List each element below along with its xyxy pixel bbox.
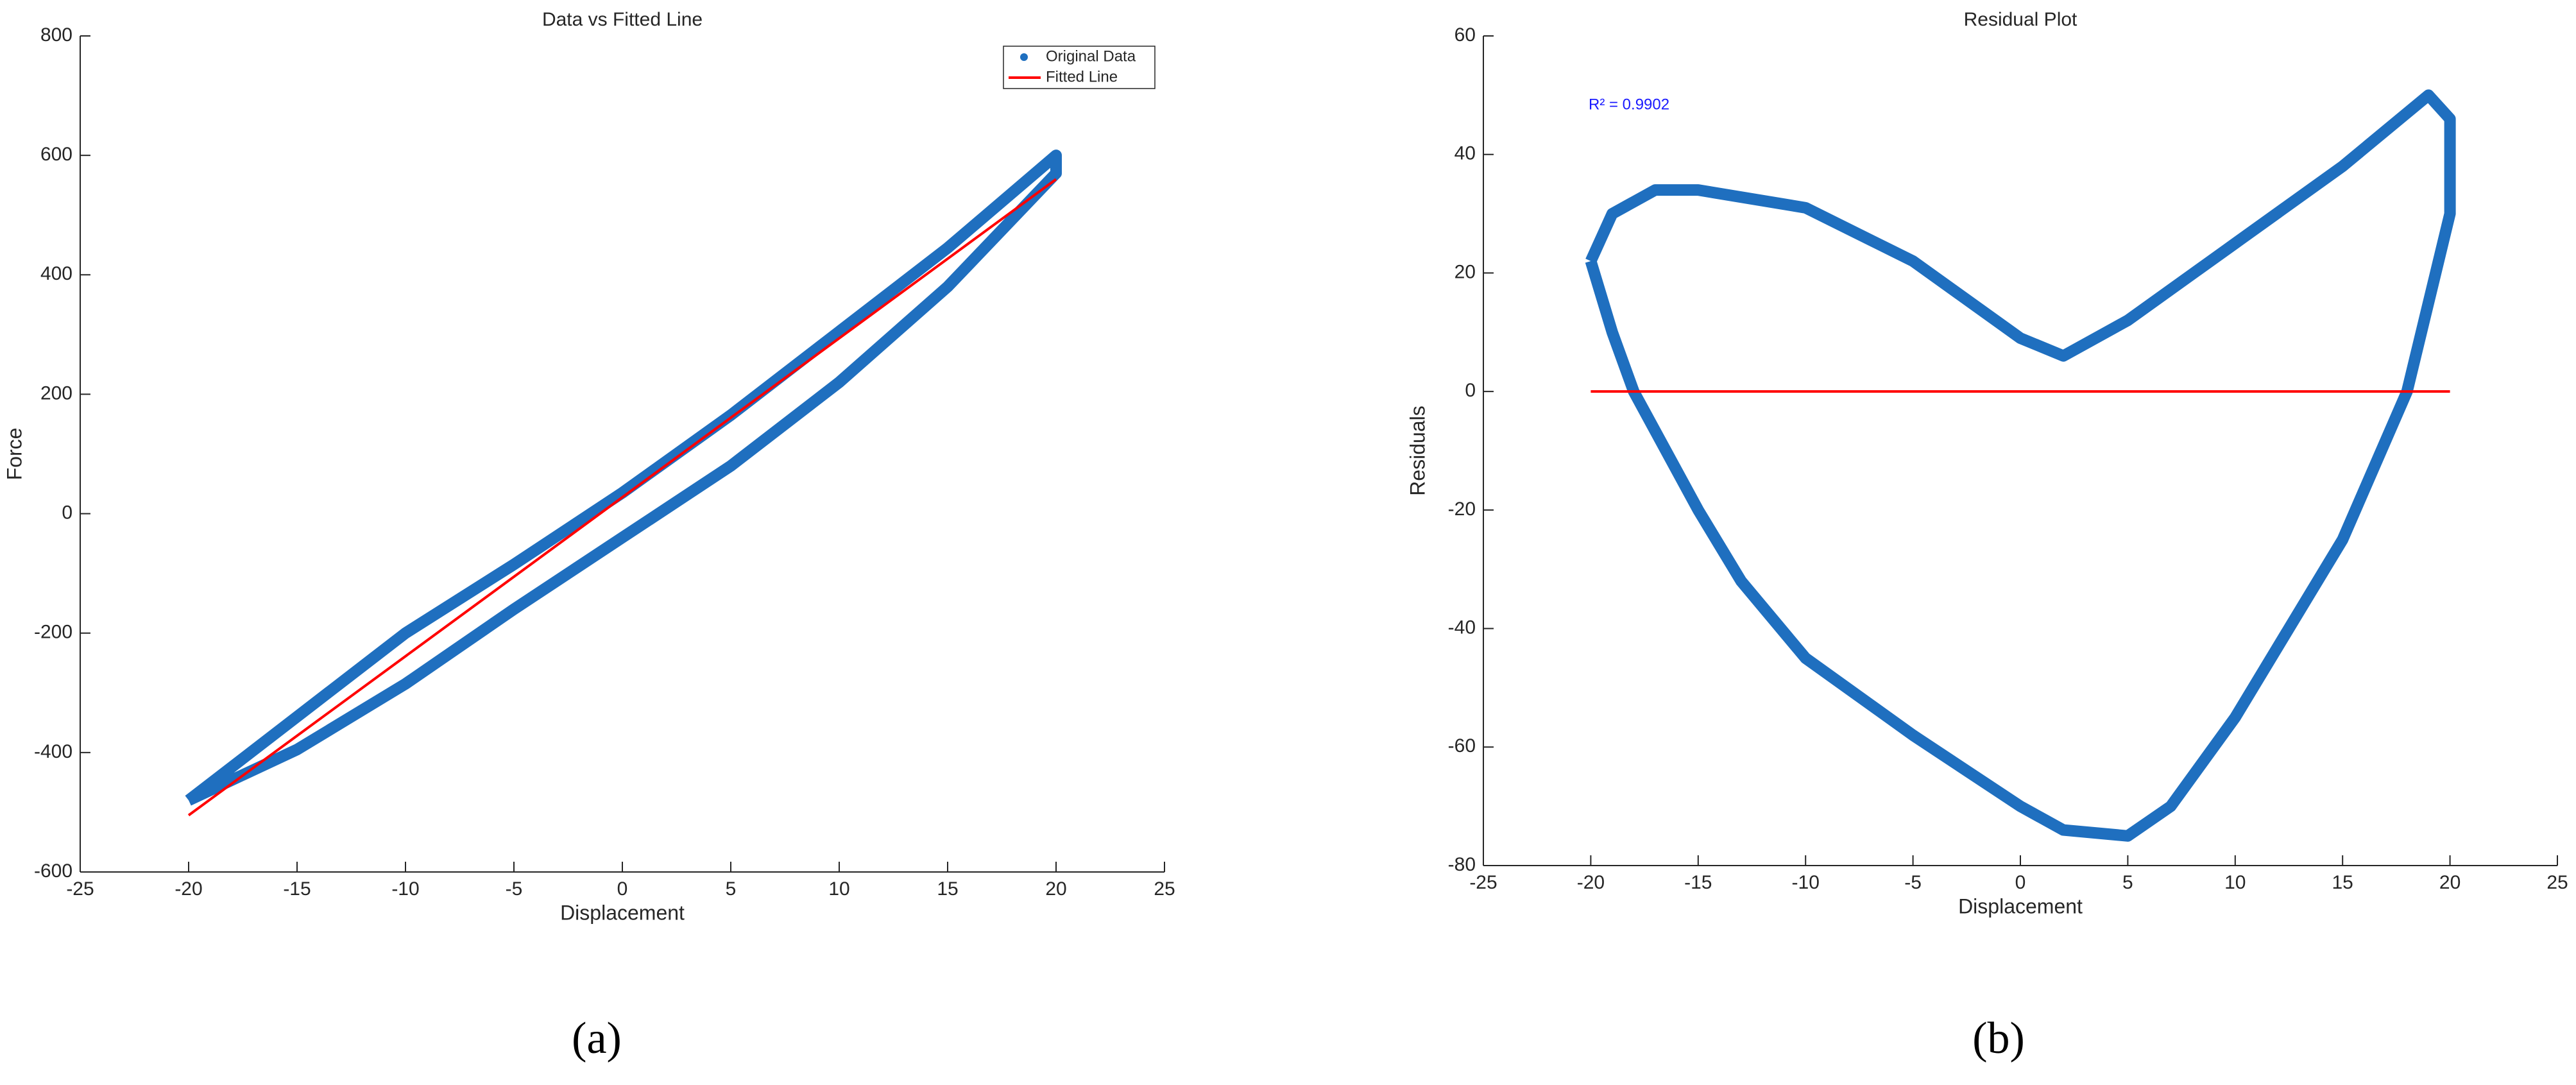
x-tick-label: 20 bbox=[1045, 878, 1066, 900]
y-tick-label: 0 bbox=[62, 502, 73, 523]
x-tick-label: 25 bbox=[1154, 878, 1175, 900]
y-tick-label: 600 bbox=[40, 144, 73, 165]
x-tick-label: 10 bbox=[2224, 872, 2246, 893]
y-axis-label: Force bbox=[3, 428, 26, 481]
annotation: R² = 0.9902 bbox=[1589, 96, 1669, 113]
y-tick-label: 60 bbox=[1454, 24, 1476, 46]
x-tick-label: -10 bbox=[391, 878, 419, 900]
x-tick-label: -15 bbox=[1684, 872, 1712, 893]
x-tick-label: -10 bbox=[1792, 872, 1820, 893]
x-tick-label: -15 bbox=[283, 878, 311, 900]
x-tick-label: 0 bbox=[617, 878, 628, 900]
x-tick-label: -20 bbox=[175, 878, 202, 900]
x-tick-label: 15 bbox=[937, 878, 958, 900]
x-tick-label: 5 bbox=[726, 878, 737, 900]
x-tick-label: -5 bbox=[506, 878, 523, 900]
legend-label: Fitted Line bbox=[1046, 68, 1118, 85]
x-axis-label: Displacement bbox=[560, 901, 685, 924]
x-tick-label: 5 bbox=[2122, 872, 2133, 893]
x-tick-label: 15 bbox=[2332, 872, 2353, 893]
caption: (a) bbox=[572, 1014, 622, 1063]
x-tick-label: 10 bbox=[828, 878, 849, 900]
x-tick-label: -20 bbox=[1577, 872, 1605, 893]
x-tick-label: -25 bbox=[1469, 872, 1497, 893]
y-tick-label: -600 bbox=[34, 860, 73, 882]
y-tick-label: -200 bbox=[34, 622, 73, 643]
y-tick-label: -20 bbox=[1448, 499, 1476, 520]
chart-title: Data vs Fitted Line bbox=[542, 9, 703, 30]
data-loop bbox=[185, 150, 1062, 806]
y-tick-label: -40 bbox=[1448, 617, 1476, 638]
x-tick-label: 20 bbox=[2439, 872, 2461, 893]
y-tick-label: -80 bbox=[1448, 854, 1476, 875]
legend-marker bbox=[1020, 53, 1028, 61]
x-axis-label: Displacement bbox=[1958, 894, 2083, 918]
y-tick-label: 0 bbox=[1465, 380, 1476, 401]
x-tick-label: 25 bbox=[2546, 872, 2568, 893]
data-loop bbox=[1585, 89, 2456, 842]
y-tick-label: 400 bbox=[40, 263, 73, 284]
y-tick-label: -400 bbox=[34, 741, 73, 762]
legend-label: Original Data bbox=[1046, 47, 1136, 65]
y-tick-label: -60 bbox=[1448, 735, 1476, 756]
x-tick-label: -25 bbox=[66, 878, 94, 900]
y-axis-label: Residuals bbox=[1406, 406, 1429, 496]
y-tick-label: 40 bbox=[1454, 143, 1476, 164]
x-tick-label: -5 bbox=[1904, 872, 1922, 893]
legend-box bbox=[1003, 46, 1156, 89]
fit-line bbox=[187, 178, 1057, 817]
y-tick-label: 800 bbox=[40, 24, 73, 46]
y-tick-label: 200 bbox=[40, 382, 73, 404]
x-tick-label: 0 bbox=[2015, 872, 2026, 893]
caption: (b) bbox=[1972, 1014, 2025, 1063]
chart-title: Residual Plot bbox=[1964, 9, 2077, 30]
y-tick-label: 20 bbox=[1454, 261, 1476, 282]
